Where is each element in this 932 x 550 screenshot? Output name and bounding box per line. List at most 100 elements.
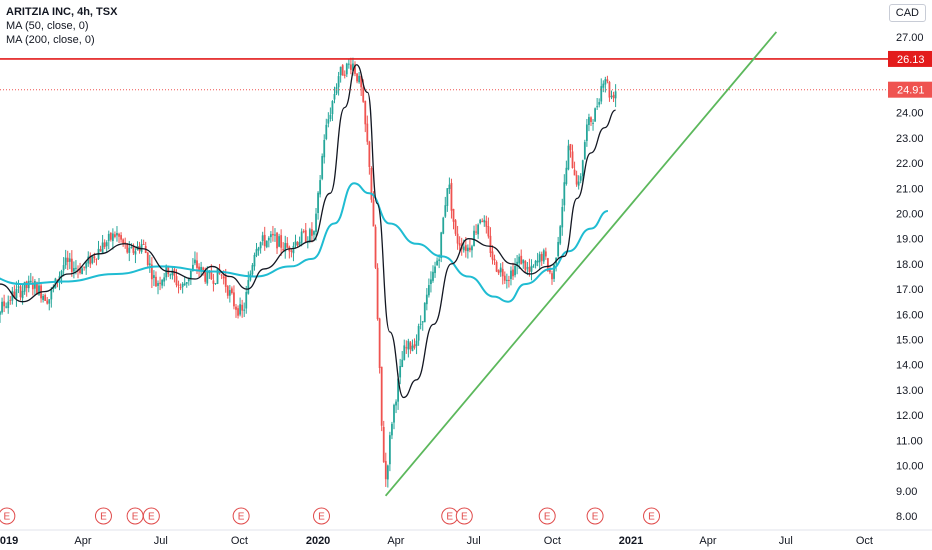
candle-body bbox=[265, 240, 268, 248]
candle-body bbox=[105, 242, 108, 247]
earnings-marker[interactable]: E bbox=[538, 507, 556, 525]
time-axis[interactable]: 2019 Apr Jul Oct 2020 Apr Jul Oct 2021 Apr Jul Oct bbox=[0, 529, 932, 547]
candle-body bbox=[208, 272, 211, 274]
candle-body bbox=[343, 74, 346, 76]
candle-body bbox=[101, 242, 104, 253]
candle-body bbox=[189, 270, 192, 278]
earnings-marker[interactable]: E bbox=[94, 507, 112, 525]
candle-body bbox=[600, 86, 603, 102]
candle-body bbox=[448, 184, 451, 189]
earnings-marker[interactable]: E bbox=[441, 507, 459, 525]
candle-body bbox=[579, 176, 582, 181]
candle-body bbox=[206, 271, 209, 284]
candle-body bbox=[187, 277, 190, 282]
candle-body bbox=[596, 106, 599, 108]
earnings-marker-circle bbox=[232, 507, 250, 525]
candle-body bbox=[522, 259, 525, 264]
last-price-label-bg bbox=[888, 81, 932, 98]
legend: ARITZIA INC, 4h, TSX MA (50, close, 0) M… bbox=[6, 5, 117, 47]
earnings-marker-label: E bbox=[544, 512, 551, 523]
earnings-marker[interactable]: E bbox=[126, 507, 144, 525]
earnings-marker[interactable]: E bbox=[586, 507, 604, 525]
candle-body bbox=[109, 232, 112, 240]
price-axis[interactable]: 8.00 9.00 10.00 11.00 12.00 13.00 14.00 15.00 16… bbox=[896, 32, 924, 523]
candle-body bbox=[259, 242, 262, 249]
candle-body bbox=[272, 233, 274, 236]
candle-body bbox=[388, 435, 391, 465]
earnings-marker[interactable]: E bbox=[455, 507, 473, 525]
candle-body bbox=[300, 231, 303, 243]
candle-body bbox=[130, 247, 133, 249]
candle-body bbox=[48, 299, 51, 304]
candle-body bbox=[114, 234, 116, 237]
x-tick-label: Jul bbox=[779, 535, 793, 547]
earnings-marker[interactable]: E bbox=[312, 507, 330, 525]
earnings-marker[interactable]: E bbox=[142, 507, 160, 525]
x-tick-label: 2020 bbox=[306, 535, 330, 547]
currency-badge[interactable]: CAD bbox=[888, 4, 926, 22]
candle-body bbox=[304, 230, 307, 243]
candle-body bbox=[111, 233, 114, 242]
earnings-marker-label: E bbox=[318, 512, 325, 523]
candle-body bbox=[440, 232, 443, 259]
candle-body bbox=[546, 258, 549, 272]
candle-body bbox=[192, 264, 194, 272]
candle-body bbox=[419, 323, 422, 325]
candle-body bbox=[530, 265, 533, 272]
candle-body bbox=[477, 224, 480, 235]
earnings-marker[interactable]: E bbox=[0, 507, 16, 525]
candle-body bbox=[407, 340, 410, 350]
candle-body bbox=[290, 250, 293, 252]
y-tick-label: 18.00 bbox=[896, 259, 924, 271]
candle-body bbox=[501, 268, 504, 277]
y-tick-label: 22.00 bbox=[896, 158, 924, 170]
candle-body bbox=[571, 151, 574, 169]
candle-body bbox=[542, 250, 545, 262]
ma200-legend[interactable]: MA (200, close, 0) bbox=[6, 34, 95, 46]
symbol-title[interactable]: ARITZIA INC, 4h, TSX bbox=[6, 6, 118, 18]
candle-body bbox=[253, 255, 256, 267]
candle-body bbox=[148, 263, 151, 266]
candle-body bbox=[495, 261, 498, 272]
candle-body bbox=[1, 301, 3, 313]
candle-body bbox=[485, 220, 488, 227]
candles bbox=[0, 57, 617, 488]
candle-body bbox=[356, 73, 358, 82]
candle-body bbox=[382, 426, 385, 462]
candle-body bbox=[458, 243, 461, 246]
y-tick-label: 16.00 bbox=[896, 309, 924, 321]
candle-body bbox=[167, 266, 170, 275]
candle-body bbox=[421, 321, 424, 323]
candle-body bbox=[403, 345, 406, 360]
candle-body bbox=[233, 292, 235, 307]
candle-body bbox=[214, 283, 217, 285]
candle-body bbox=[280, 235, 283, 248]
candle-body bbox=[438, 259, 441, 261]
trend-line[interactable] bbox=[384, 31, 778, 497]
candle-body bbox=[614, 91, 617, 99]
candle-body bbox=[567, 145, 570, 170]
earnings-marker[interactable]: E bbox=[232, 507, 250, 525]
y-tick-label: 17.00 bbox=[896, 284, 924, 296]
candle-body bbox=[251, 265, 254, 275]
ma50-legend[interactable]: MA (50, close, 0) bbox=[6, 20, 89, 32]
candle-body bbox=[464, 245, 467, 251]
candle-body bbox=[588, 117, 590, 126]
earnings-marker-circle bbox=[586, 507, 604, 525]
candle-body bbox=[278, 236, 280, 247]
candle-body bbox=[46, 300, 49, 304]
candle-body bbox=[337, 76, 340, 88]
candle-body bbox=[50, 289, 53, 300]
candle-body bbox=[585, 124, 588, 141]
earnings-marker-circle bbox=[455, 507, 473, 525]
candle-body bbox=[610, 95, 613, 97]
x-tick-label: 2019 bbox=[0, 535, 18, 547]
x-tick-label: Oct bbox=[544, 535, 561, 547]
candle-body bbox=[118, 233, 120, 237]
candle-body bbox=[417, 325, 420, 341]
earnings-marker[interactable]: E bbox=[643, 507, 661, 525]
ma200-line bbox=[0, 182, 609, 303]
candle-body bbox=[247, 280, 250, 294]
